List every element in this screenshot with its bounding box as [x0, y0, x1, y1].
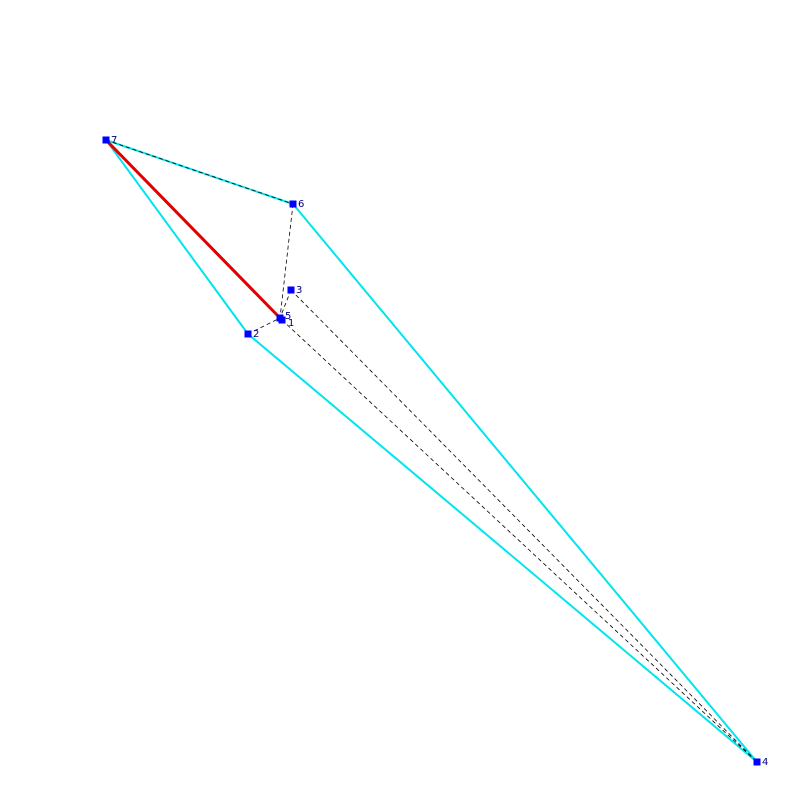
nodes: 1 2 3 4 5 6 7 [102, 135, 768, 768]
node-marker [753, 758, 761, 766]
edge [105, 139, 294, 205]
node-label: 1 [288, 318, 294, 329]
edge [279, 289, 292, 319]
node-marker [244, 330, 252, 338]
node-marker [276, 314, 284, 322]
convex-hull [103, 138, 758, 763]
edge [290, 289, 758, 763]
edge [279, 203, 294, 319]
node-marker [287, 286, 295, 294]
edge [281, 319, 758, 763]
node-marker [289, 200, 297, 208]
node-label: 6 [298, 199, 304, 210]
node-label: 5 [285, 311, 291, 322]
node-label: 4 [762, 757, 768, 768]
node-label: 7 [111, 135, 117, 146]
node-marker [102, 136, 110, 144]
highlight-edge [104, 138, 282, 320]
dashed-edges [105, 139, 758, 763]
hull [103, 138, 758, 763]
node-label: 3 [296, 285, 302, 296]
node-label: 2 [253, 329, 259, 340]
edge [247, 317, 281, 335]
